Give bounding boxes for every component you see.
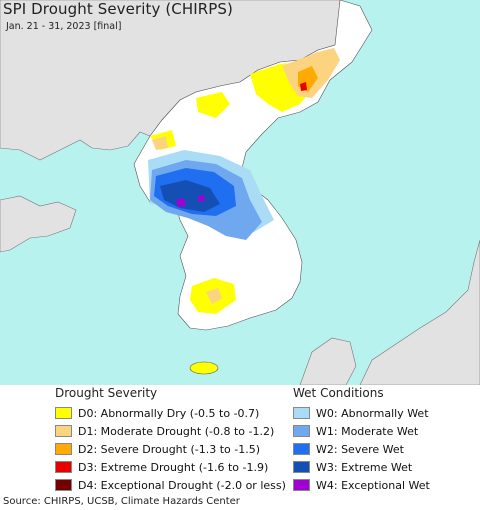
legend-label-w0: W0: Abnormally Wet (316, 406, 429, 420)
swatch-w1 (293, 425, 310, 437)
swatch-w2 (293, 443, 310, 455)
legend-item-w0: W0: Abnormally Wet (293, 404, 430, 422)
d3-northeast (300, 82, 307, 91)
w4-spots (176, 195, 205, 207)
legend-label-w1: W1: Moderate Wet (316, 424, 419, 438)
legend-item-w3: W3: Extreme Wet (293, 458, 430, 476)
map-title: SPI Drought Severity (CHIRPS) (3, 0, 233, 18)
jeju-island (189, 361, 219, 375)
swatch-w3 (293, 461, 310, 473)
map-subtitle: Jan. 21 - 31, 2023 [final] (6, 21, 122, 32)
japan-landmass (359, 239, 480, 385)
legend-label-w3: W3: Extreme Wet (316, 460, 413, 474)
legend-label-d1: D1: Moderate Drought (-0.8 to -1.2) (78, 424, 275, 438)
legend-item-d1: D1: Moderate Drought (-0.8 to -1.2) (55, 422, 286, 440)
drought-legend: Drought Severity D0: Abnormally Dry (-0.… (55, 386, 286, 494)
wet-legend-heading: Wet Conditions (293, 386, 384, 400)
source-credit: Source: CHIRPS, UCSB, Climate Hazards Ce… (3, 496, 240, 507)
legend-item-d0: D0: Abnormally Dry (-0.5 to -0.7) (55, 404, 286, 422)
legend-item-d2: D2: Severe Drought (-1.3 to -1.5) (55, 440, 286, 458)
shandong-peninsula (0, 195, 77, 253)
legend-label-d4: D4: Exceptional Drought (-2.0 or less) (78, 478, 286, 492)
d1-southwest (206, 288, 222, 304)
swatch-d4 (55, 479, 72, 491)
d0-northwest (196, 92, 230, 118)
legend-label-w4: W4: Exceptional Wet (316, 478, 430, 492)
legend-item-w1: W1: Moderate Wet (293, 422, 430, 440)
swatch-w4 (293, 479, 310, 491)
legend-item-d3: D3: Extreme Drought (-1.6 to -1.9) (55, 458, 286, 476)
legend-item-w4: W4: Exceptional Wet (293, 476, 430, 494)
wet-legend: Wet Conditions W0: Abnormally Wet W1: Mo… (293, 386, 430, 494)
swatch-d2 (55, 443, 72, 455)
legend-item-w2: W2: Severe Wet (293, 440, 430, 458)
legend-label-d0: D0: Abnormally Dry (-0.5 to -0.7) (78, 406, 260, 420)
d1-west-coast (152, 136, 168, 150)
swatch-d0 (55, 407, 72, 419)
drought-legend-heading: Drought Severity (55, 386, 158, 400)
w3-central (160, 180, 220, 212)
legend-item-d4: D4: Exceptional Drought (-2.0 or less) (55, 476, 286, 494)
japan-kyushu (299, 337, 357, 385)
legend-label-d2: D2: Severe Drought (-1.3 to -1.5) (78, 442, 261, 456)
swatch-d3 (55, 461, 72, 473)
drought-map (0, 0, 480, 385)
swatch-w0 (293, 407, 310, 419)
legend-label-w2: W2: Severe Wet (316, 442, 404, 456)
legend-label-d3: D3: Extreme Drought (-1.6 to -1.9) (78, 460, 269, 474)
swatch-d1 (55, 425, 72, 437)
